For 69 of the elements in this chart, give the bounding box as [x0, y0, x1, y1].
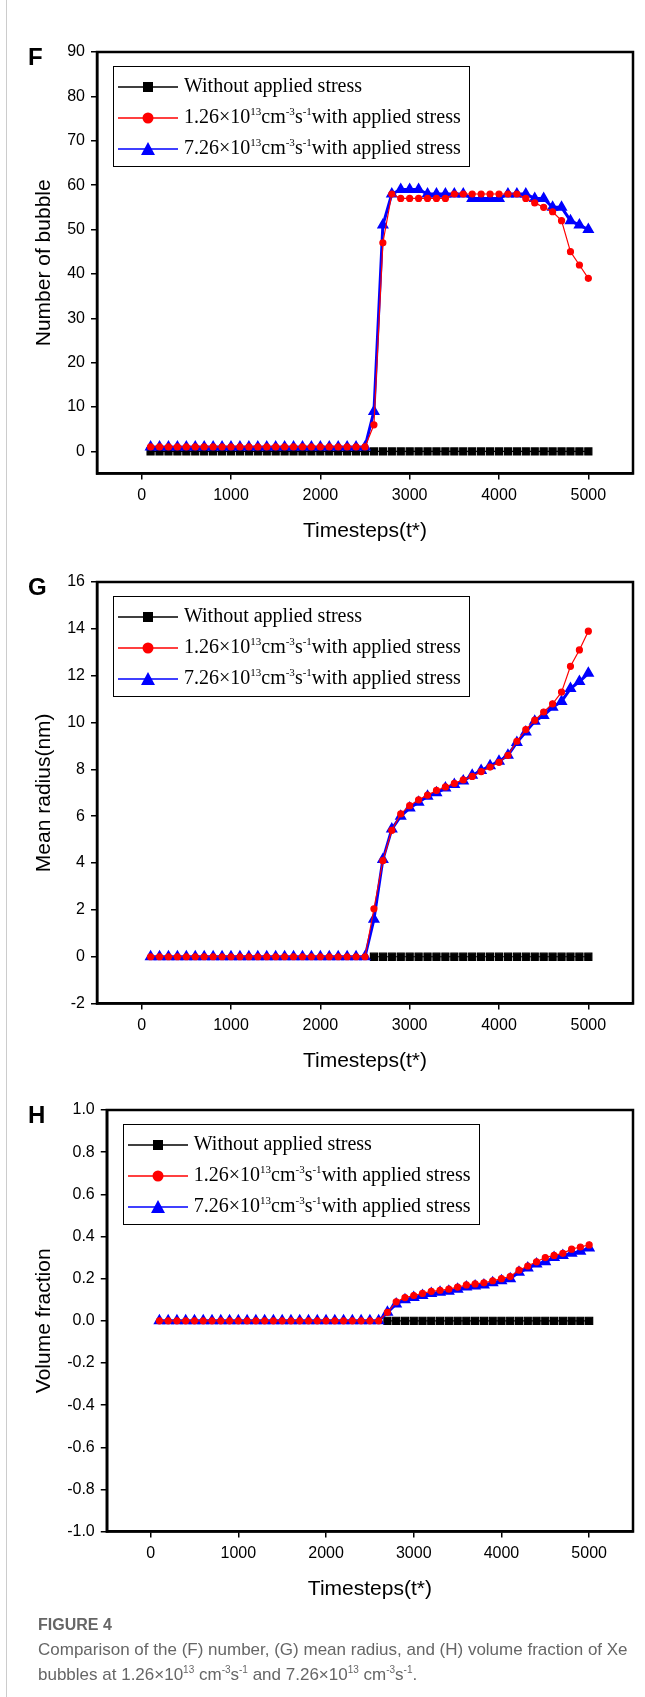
- x-tick-label: 2000: [302, 1015, 339, 1033]
- y-tick-label: 40: [67, 264, 86, 282]
- chart-title: G: [28, 572, 47, 600]
- legend-label: 1.26×10$^{13}$cm$^{-3}$s$^{-1}$with applied stress: [183, 634, 461, 660]
- x-axis-title: Timesteps(t*): [307, 1576, 432, 1600]
- legend-label: Without applied stress: [183, 73, 364, 99]
- caption: FIGURE 4: [38, 1615, 113, 1635]
- legend-label: 7.26×10$^{13}$cm$^{-3}$s$^{-1}$with applied stress: [183, 665, 461, 691]
- y-tick-label: -0.8: [67, 1479, 95, 1497]
- y-tick-label: -0.6: [67, 1437, 95, 1455]
- y-tick-label: 4: [76, 853, 86, 871]
- y-tick-label: 10: [67, 397, 86, 415]
- legend-label: 7.26×10$^{13}$cm$^{-3}$s$^{-1}$with applied stress: [183, 135, 461, 161]
- legend-label: Without applied stress: [183, 603, 364, 629]
- x-tick-label: 5000: [571, 1543, 608, 1561]
- y-tick-label: 70: [67, 131, 86, 149]
- x-tick-label: 4000: [481, 1015, 517, 1033]
- x-tick-label: 3000: [391, 1015, 428, 1033]
- x-tick-label: 4000: [483, 1543, 520, 1561]
- y-tick-label: 60: [67, 175, 86, 193]
- y-axis-title: Number of bubble: [31, 179, 55, 347]
- y-tick-label: 6: [76, 806, 86, 824]
- y-tick-label: 0.0: [72, 1311, 95, 1329]
- x-tick-label: 3000: [391, 485, 428, 503]
- y-tick-label: 8: [76, 759, 86, 777]
- y-tick-label: 0.8: [72, 1142, 95, 1160]
- y-tick-label: 2: [76, 900, 86, 918]
- x-tick-label: 3000: [395, 1543, 432, 1561]
- y-axis-title: Mean radius(nm): [31, 713, 55, 873]
- x-tick-label: 0: [146, 1543, 156, 1561]
- x-axis-title: Timesteps(t*): [302, 518, 428, 542]
- y-tick-label: 0.4: [72, 1226, 95, 1244]
- x-tick-label: 0: [137, 485, 147, 503]
- chart-title: H: [28, 1100, 46, 1128]
- y-tick-label: 12: [67, 666, 86, 684]
- y-tick-label: 1.0: [72, 1100, 95, 1118]
- x-axis-title: Timesteps(t*): [302, 1048, 428, 1072]
- x-tick-label: 0: [137, 1015, 147, 1033]
- legend-label: 1.26×10$^{13}$cm$^{-3}$s$^{-1}$with applied stress: [192, 1162, 471, 1188]
- chart-title: F: [28, 42, 43, 70]
- y-tick-label: 0: [76, 441, 86, 459]
- x-tick-label: 5000: [570, 1015, 607, 1033]
- y-tick-label: 0.2: [72, 1269, 95, 1287]
- y-tick-label: 0.6: [72, 1184, 95, 1202]
- x-tick-label: 1000: [213, 485, 249, 503]
- y-axis-title: Volume fraction: [31, 1248, 55, 1394]
- y-tick-label: 0: [76, 947, 86, 965]
- y-tick-label: 30: [67, 308, 86, 326]
- x-tick-label: 4000: [481, 485, 517, 503]
- x-tick-label: 2000: [308, 1543, 344, 1561]
- y-tick-label: 90: [67, 42, 86, 60]
- legend-label: 1.26×10$^{13}$cm$^{-3}$s$^{-1}$with applied stress: [183, 104, 461, 130]
- y-tick-label: 16: [67, 572, 86, 590]
- y-tick-label: -0.2: [67, 1353, 95, 1371]
- y-tick-label: 14: [67, 619, 86, 637]
- y-tick-label: 10: [67, 712, 86, 730]
- legend-label: Without applied stress: [192, 1131, 373, 1157]
- y-tick-label: -2: [70, 994, 86, 1012]
- y-tick-label: 50: [67, 219, 86, 237]
- y-tick-label: 80: [67, 86, 86, 104]
- text: Comparison of the (F) number, (G) mean radius, and (H) volume fraction of Xe bubbles at 1.26×10$^{13}$ cm$^{-3}$s$^{-1}$ and 7.26×10$^{13}$ cm$^{-3}$s$^{-1}$.: [38, 1640, 628, 1684]
- legend-label: 7.26×10$^{13}$cm$^{-3}$s$^{-1}$with applied stress: [192, 1193, 471, 1219]
- y-tick-label: -0.4: [67, 1395, 95, 1413]
- x-tick-label: 1000: [213, 1015, 249, 1033]
- x-tick-label: 1000: [220, 1543, 257, 1561]
- y-tick-label: 20: [67, 353, 86, 371]
- x-tick-label: 5000: [570, 485, 607, 503]
- y-tick-label: -1.0: [67, 1522, 95, 1540]
- x-tick-label: 2000: [302, 485, 339, 503]
